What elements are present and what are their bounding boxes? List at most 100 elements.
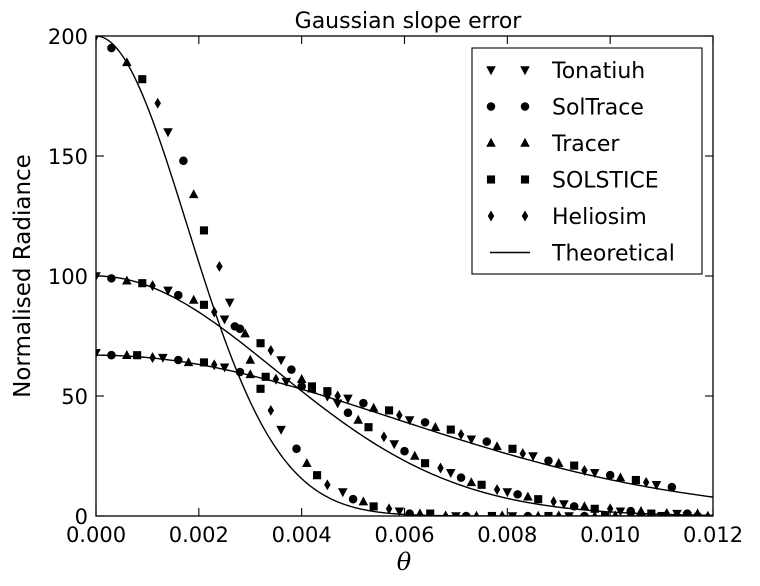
triangle-down-marker [219,363,230,373]
triangle-up-marker [636,506,646,515]
axis-ticks: 0.000 0.002 0.004 0.006 0.008 0.010 0.012 0 50 10… [48,25,743,547]
triangle-up-marker [409,450,420,460]
circle-marker [359,398,368,408]
circle-marker [297,382,306,391]
legend-square-swatch [520,175,530,184]
triangle-up-marker [591,510,598,516]
square-marker [199,358,209,367]
diamond-marker [385,503,393,515]
triangle-up-marker [579,501,590,511]
diamond-marker [211,359,218,371]
triangle-up-marker [296,374,307,383]
x-tick-label: 0.008 [477,523,537,547]
diamond-marker [272,373,280,385]
triangle-down-marker [338,488,348,498]
triangle-up-marker [473,510,480,516]
legend-triangle-down-swatch [520,66,530,76]
triangle-down-marker [466,435,477,445]
diamond-marker [498,510,506,516]
triangle-down-marker [502,488,513,498]
square-marker [631,475,640,485]
legend-diamond-swatch [487,210,495,222]
triangle-up-marker [183,357,194,367]
diamond-marker [267,404,275,416]
plot-series [96,36,713,516]
triangle-down-marker [451,512,461,516]
circle-marker [405,509,414,516]
diamond-marker [267,344,275,356]
square-marker [570,461,579,470]
square-marker [323,387,332,396]
triangle-down-marker [219,315,230,325]
square-marker [647,509,656,516]
square-marker [138,75,147,84]
circle-marker [605,470,615,480]
legend-label: SOLSTICE [552,169,659,194]
circle-marker [348,494,358,504]
x-tick-label: 0.000 [66,523,126,547]
diamond-marker [149,280,156,292]
triangle-down-marker [559,500,569,510]
triangle-down-marker [276,356,286,366]
square-marker [487,511,496,516]
circle-marker [230,322,240,331]
triangle-up-marker [415,508,424,516]
diamond-marker [642,476,650,488]
triangle-up-marker [245,354,256,364]
legend-entry: Heliosim [487,205,647,230]
circle-marker [513,490,522,499]
y-axis-label: Normalised Radiance [10,154,36,398]
legend-circle-swatch [486,102,496,111]
legend-label: Tonatiuh [551,59,645,84]
triangle-up-marker [353,414,364,424]
circle-marker [287,365,296,374]
triangle-up-marker [553,458,564,467]
y-tick-label: 200 [48,25,88,49]
triangle-down-marker [96,272,101,282]
circle-marker [107,43,116,53]
y-tick-label: 150 [48,145,88,169]
x-tick-label: 0.004 [272,523,332,547]
circle-marker [235,367,245,377]
square-marker [600,511,610,516]
triangle-down-marker [158,353,168,363]
legend-label: Tracer [551,132,620,157]
triangle-up-marker [302,458,312,467]
legend: Tonatiuh SolTrace Tracer SOLSTICE Heliosim Th… [471,47,703,275]
circle-marker [667,482,677,492]
triangle-down-marker [343,394,353,404]
triangle-down-marker [224,298,235,308]
square-marker [590,504,599,513]
triangle-down-marker [281,377,292,387]
square-marker [138,279,147,288]
triangle-down-marker [528,452,538,462]
diamond-marker [550,496,557,508]
diamond-marker [154,97,161,109]
diamond-marker [519,448,526,460]
diamond-marker [612,510,619,516]
triangle-up-marker [188,189,199,199]
legend-label: Theoretical [551,242,675,267]
legend-entry: SOLSTICE [486,169,659,194]
diamond-marker [396,409,403,421]
circle-marker [626,506,635,516]
triangle-down-marker [389,440,400,450]
square-marker [426,509,435,516]
square-marker [256,384,265,393]
triangle-up-marker [122,350,132,359]
circle-marker [544,456,553,466]
triangle-down-marker [96,36,99,42]
legend-entry: Tracer [486,132,620,157]
square-marker [446,425,455,434]
triangle-up-marker [523,491,533,501]
triangle-down-marker [651,481,662,490]
circle-marker [569,502,579,511]
triangle-up-marker [240,328,250,338]
triangle-down-marker [163,286,173,296]
triangle-up-marker [307,383,317,393]
square-marker [508,444,517,453]
square-marker [313,471,322,480]
circle-marker [400,446,409,456]
legend-triangle-down-swatch [486,66,496,76]
diamond-marker [216,260,223,272]
